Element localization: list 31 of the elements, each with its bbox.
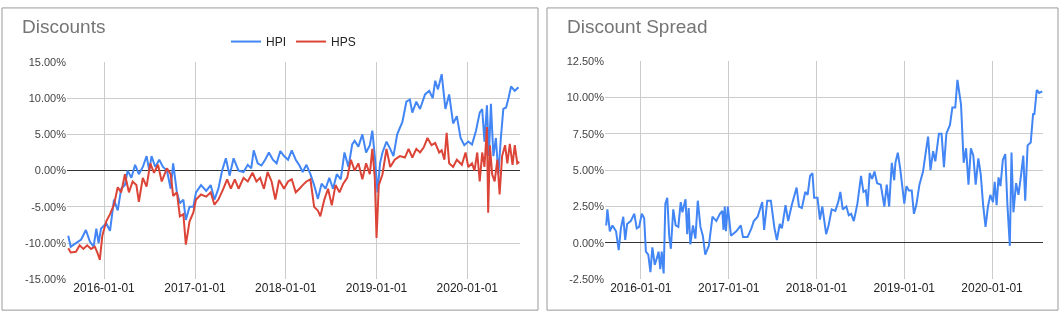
x-tick-label: 2017-01-01 bbox=[698, 281, 760, 296]
x-tick-label: 2018-01-01 bbox=[785, 281, 848, 296]
x-tick-label: 2016-01-01 bbox=[610, 281, 672, 296]
y-tick-label: -2.50% bbox=[569, 273, 605, 286]
line-series bbox=[67, 73, 520, 248]
y-tick-label: 7.50% bbox=[572, 127, 605, 140]
y-tick-label: 10.00% bbox=[28, 91, 67, 104]
x-tick-label: 2019-01-01 bbox=[345, 281, 408, 296]
y-tick-label: 10.00% bbox=[566, 91, 605, 104]
y-tick-label: -5.00% bbox=[31, 200, 67, 213]
y-tick-label: 0.00% bbox=[34, 164, 67, 177]
y-tick-label: 12.50% bbox=[566, 54, 605, 67]
chart-title: Discount Spread bbox=[567, 16, 708, 37]
y-tick-label: -10.00% bbox=[25, 236, 67, 249]
y-tick-label: 15.00% bbox=[28, 55, 67, 68]
y-tick-label: 2.50% bbox=[572, 200, 605, 213]
line-series bbox=[605, 78, 1043, 275]
y-tick-label: 5.00% bbox=[34, 128, 67, 141]
x-tick-label: 2020-01-01 bbox=[436, 281, 499, 296]
x-tick-label: 2020-01-01 bbox=[961, 281, 1024, 296]
x-tick-label: 2016-01-01 bbox=[73, 281, 136, 296]
line-series bbox=[67, 126, 520, 261]
legend-label: HPS bbox=[331, 35, 356, 50]
y-tick-label: -15.00% bbox=[25, 273, 67, 286]
chart-title: Discounts bbox=[22, 16, 106, 37]
x-tick-label: 2018-01-01 bbox=[255, 281, 317, 296]
legend-label: HPI bbox=[266, 35, 287, 50]
y-tick-label: 0.00% bbox=[572, 236, 605, 249]
x-tick-label: 2017-01-01 bbox=[164, 281, 227, 296]
y-tick-label: 5.00% bbox=[572, 163, 605, 176]
x-tick-label: 2019-01-01 bbox=[873, 281, 936, 296]
